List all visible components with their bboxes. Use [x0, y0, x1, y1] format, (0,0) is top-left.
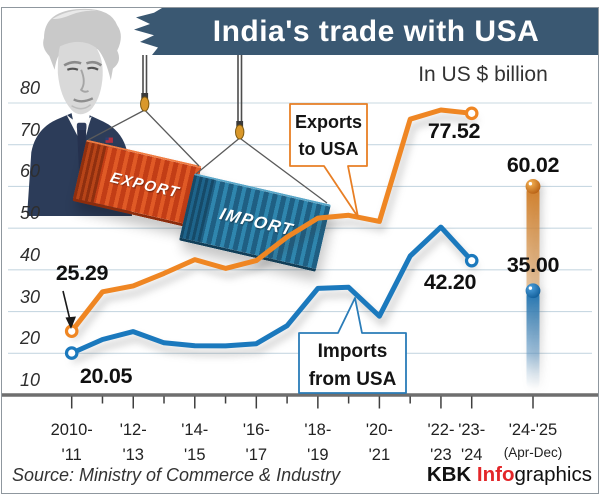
exports-start-dot — [64, 324, 79, 339]
partial-year-markers — [525, 178, 541, 389]
y-axis-label: 80 — [19, 78, 40, 98]
imports-callout-line1: Imports — [317, 341, 388, 362]
x-axis-label: '12- '13 — [119, 421, 147, 464]
imports-line — [69, 224, 475, 356]
y-axis-label: 20 — [19, 328, 40, 349]
source-note: Source: Ministry of Commerce & Industry — [12, 465, 341, 485]
exports-line — [69, 107, 475, 334]
units-label: In US $ billion — [418, 63, 548, 86]
series-lines — [69, 107, 475, 356]
imports-partial-dot-highlight — [528, 286, 533, 290]
imports-end-value: 42.20 — [423, 270, 477, 294]
x-axis-label: '14- '15 — [181, 421, 209, 464]
title-banner: India's trade with USA — [134, 8, 598, 55]
exports-start-value: 25.29 — [55, 261, 109, 285]
credit-kbk: KBK — [426, 463, 477, 486]
credit-info: Info — [476, 463, 515, 486]
exports-end-dot — [464, 106, 479, 121]
exports-callout-label: Exports to USA — [289, 109, 368, 163]
y-axis-label: 40 — [19, 244, 40, 265]
crane-hook-import — [235, 121, 245, 140]
imports-callout-bubble — [298, 297, 407, 394]
x-axis-label: '22- '23 — [427, 421, 455, 464]
exports-callout-line1: Exports — [294, 112, 363, 132]
imports-partial-value: 35.00 — [506, 253, 560, 277]
page-title: India's trade with USA — [212, 14, 540, 48]
exports-partial-value: 60.02 — [506, 153, 560, 177]
exports-partial-dot — [525, 178, 541, 194]
crane-cables — [87, 55, 328, 204]
x-axis-label: '20- '21 — [365, 421, 393, 464]
crane-hook-export — [140, 93, 150, 112]
imports-callout-label: Imports from USA — [299, 338, 406, 393]
exports-partial-dot-highlight — [528, 182, 533, 186]
y-axis-label: 60 — [19, 161, 40, 182]
y-axis-label: 50 — [19, 203, 40, 224]
imports-partial-tail — [526, 290, 540, 389]
exports-callout-line2: to USA — [298, 139, 359, 159]
x-axis-label: '23- '24 — [458, 421, 486, 464]
y-axis-label: 30 — [19, 286, 40, 307]
imports-start-value: 20.05 — [79, 364, 133, 388]
credit-logo: KBK Infographics — [360, 463, 592, 487]
x-axis-label: 2010- '11 — [50, 421, 93, 464]
y-axis-label: 10 — [19, 370, 40, 390]
x-axis-label: '18- '19 — [304, 421, 332, 464]
exports-end-value: 77.52 — [427, 119, 481, 143]
y-axis-label: 70 — [19, 119, 40, 140]
series-endpoint-dots — [64, 106, 479, 360]
imports-start-dot — [64, 346, 79, 360]
x-axis-label: '16- '17 — [242, 421, 270, 464]
credit-graphics: graphics — [514, 463, 593, 486]
exports-start-arrow — [62, 290, 76, 329]
imports-end-dot — [464, 253, 479, 268]
imports-callout-line2: from USA — [308, 368, 397, 390]
imports-partial-dot — [525, 283, 541, 299]
exports-callout-bubble — [289, 103, 368, 218]
x-axis-ticks — [70, 396, 534, 409]
x-axis-label: '24-'25 (Apr-Dec) — [503, 421, 563, 460]
